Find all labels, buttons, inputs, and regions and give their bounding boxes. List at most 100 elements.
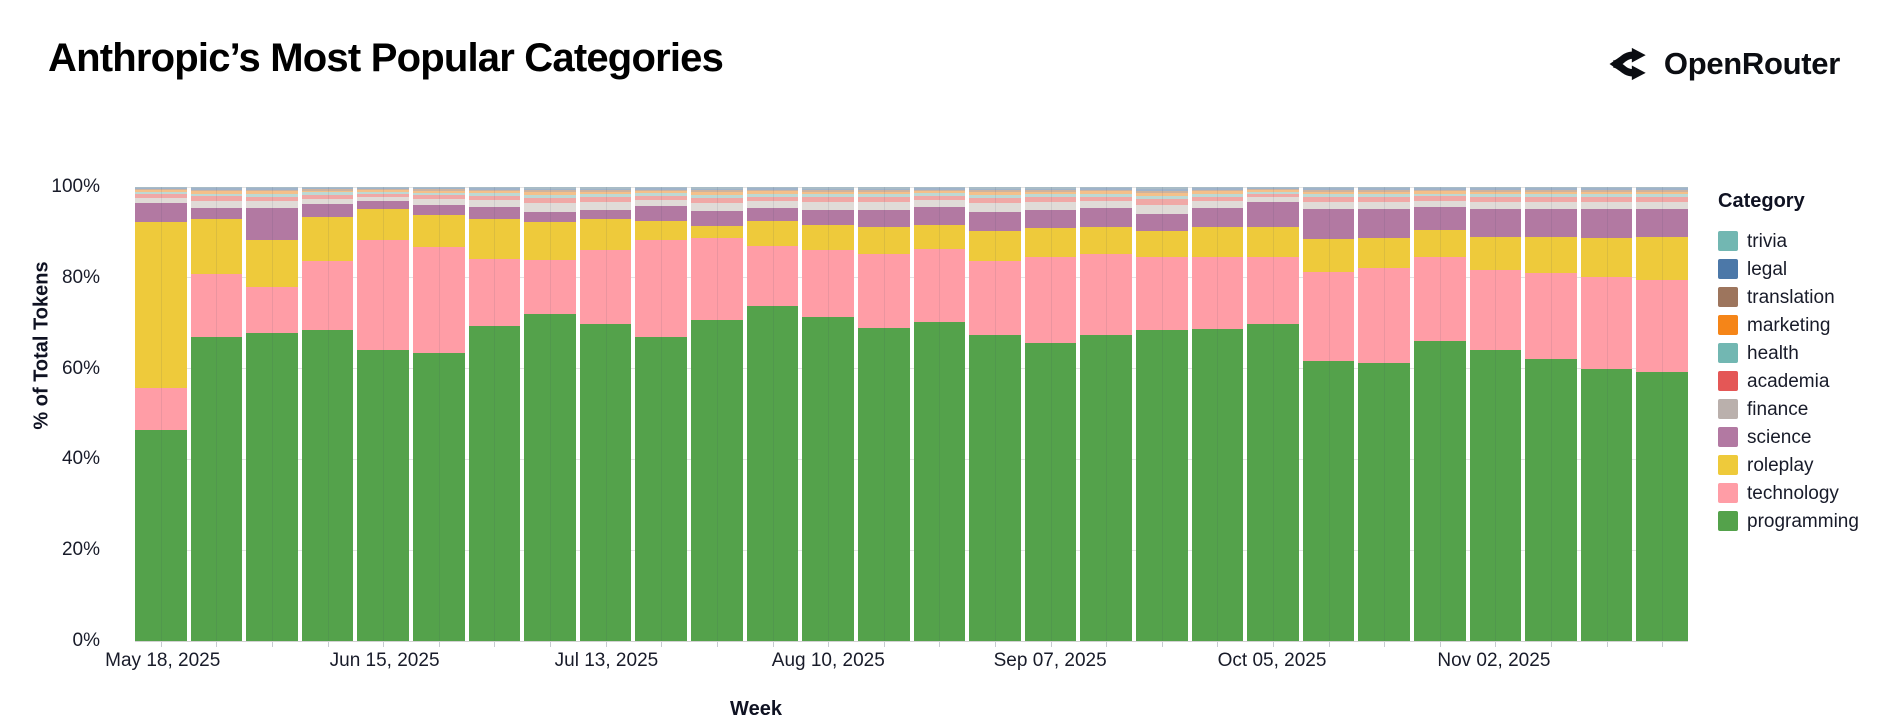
- bar-segment-legal[interactable]: [135, 188, 187, 190]
- bar-segment-translation[interactable]: [301, 189, 354, 191]
- bar-segment-roleplay[interactable]: [1135, 231, 1188, 257]
- bar-segment-academia[interactable]: [357, 193, 410, 197]
- bar-segment-science[interactable]: [1024, 210, 1077, 229]
- bar-segment-programming[interactable]: [1191, 328, 1244, 641]
- bar-segment-translation[interactable]: [524, 190, 576, 193]
- bar-segment-programming[interactable]: [190, 336, 243, 641]
- bar-segment-trivia[interactable]: [1469, 187, 1522, 189]
- bar-segment-health[interactable]: [1247, 191, 1299, 194]
- bar-segment-finance[interactable]: [1525, 201, 1577, 210]
- bar-segment-marketing[interactable]: [524, 192, 576, 195]
- bar-segment-marketing[interactable]: [913, 191, 966, 194]
- bar-segment-finance[interactable]: [746, 201, 799, 209]
- bar-segment-technology[interactable]: [1525, 273, 1577, 359]
- bar-segment-roleplay[interactable]: [357, 209, 410, 241]
- bar-segment-academia[interactable]: [691, 197, 743, 204]
- bar-segment-legal[interactable]: [1247, 187, 1299, 189]
- bar-segment-academia[interactable]: [635, 195, 688, 200]
- bar-segment-programming[interactable]: [413, 352, 465, 641]
- bar-segment-technology[interactable]: [301, 260, 354, 331]
- bar-segment-trivia[interactable]: [913, 187, 966, 189]
- bar-segment-translation[interactable]: [857, 190, 910, 192]
- bar-segment-science[interactable]: [746, 208, 799, 222]
- bar-segment-academia[interactable]: [1302, 196, 1355, 202]
- bar-segment-programming[interactable]: [1135, 330, 1188, 641]
- bar-segment-trivia[interactable]: [579, 187, 632, 189]
- bar-segment-roleplay[interactable]: [1302, 239, 1355, 273]
- bar-segment-science[interactable]: [802, 210, 854, 225]
- bar-segment-programming[interactable]: [1525, 358, 1577, 641]
- bar-segment-technology[interactable]: [1247, 257, 1299, 324]
- bar-segment-technology[interactable]: [635, 240, 688, 337]
- bar-segment-roleplay[interactable]: [413, 214, 465, 248]
- bar-segment-technology[interactable]: [1191, 256, 1244, 329]
- bar-segment-programming[interactable]: [524, 313, 576, 641]
- bar-segment-science[interactable]: [246, 208, 298, 241]
- bar-segment-trivia[interactable]: [1080, 187, 1132, 189]
- bar-segment-academia[interactable]: [1024, 197, 1077, 203]
- bar-segment-finance[interactable]: [246, 201, 298, 209]
- bar-segment-academia[interactable]: [1636, 196, 1689, 202]
- bar-segment-finance[interactable]: [1080, 201, 1132, 209]
- bar-segment-health[interactable]: [746, 193, 799, 197]
- bar-segment-programming[interactable]: [1636, 371, 1689, 641]
- bar-segment-science[interactable]: [579, 210, 632, 220]
- bar-segment-finance[interactable]: [857, 202, 910, 211]
- bar-segment-health[interactable]: [1191, 193, 1244, 197]
- bar-segment-roleplay[interactable]: [913, 224, 966, 250]
- bar-segment-legal[interactable]: [746, 188, 799, 190]
- bar-segment-technology[interactable]: [857, 254, 910, 328]
- legend-item-programming[interactable]: programming: [1718, 507, 1878, 535]
- bar-segment-science[interactable]: [1080, 208, 1132, 227]
- bar-segment-finance[interactable]: [468, 200, 521, 207]
- bar-segment-finance[interactable]: [1191, 201, 1244, 209]
- bar-segment-health[interactable]: [190, 193, 243, 197]
- bar-segment-technology[interactable]: [1024, 256, 1077, 344]
- bar-segment-trivia[interactable]: [1636, 187, 1689, 189]
- bar-segment-health[interactable]: [1024, 194, 1077, 198]
- bar-segment-marketing[interactable]: [802, 191, 854, 195]
- bar-segment-legal[interactable]: [1358, 188, 1411, 190]
- bar-segment-translation[interactable]: [1024, 190, 1077, 192]
- bar-segment-technology[interactable]: [1414, 257, 1466, 341]
- bar-segment-programming[interactable]: [301, 330, 354, 641]
- bar-segment-academia[interactable]: [913, 195, 966, 201]
- bar-segment-marketing[interactable]: [746, 191, 799, 194]
- bar-segment-roleplay[interactable]: [1080, 226, 1132, 255]
- bar-segment-health[interactable]: [857, 194, 910, 198]
- bar-segment-roleplay[interactable]: [1580, 238, 1633, 278]
- bar-segment-trivia[interactable]: [1525, 187, 1577, 189]
- bar-segment-marketing[interactable]: [635, 190, 688, 194]
- bar-segment-marketing[interactable]: [1414, 191, 1466, 194]
- bar-segment-marketing[interactable]: [190, 191, 243, 194]
- bar-segment-technology[interactable]: [746, 245, 799, 307]
- bar-segment-roleplay[interactable]: [746, 221, 799, 246]
- bar-segment-technology[interactable]: [1358, 267, 1411, 363]
- legend-item-marketing[interactable]: marketing: [1718, 311, 1878, 339]
- legend-item-trivia[interactable]: trivia: [1718, 227, 1878, 255]
- bar-segment-marketing[interactable]: [1636, 191, 1689, 195]
- bar-segment-finance[interactable]: [579, 202, 632, 211]
- legend-item-technology[interactable]: technology: [1718, 479, 1878, 507]
- bar-segment-science[interactable]: [1414, 207, 1466, 231]
- bar-segment-health[interactable]: [135, 192, 187, 195]
- bar-segment-science[interactable]: [857, 210, 910, 227]
- bar-segment-programming[interactable]: [746, 306, 799, 641]
- bar-segment-science[interactable]: [1525, 209, 1577, 237]
- bar-segment-technology[interactable]: [1302, 272, 1355, 362]
- bar-segment-science[interactable]: [913, 206, 966, 225]
- bar-segment-academia[interactable]: [1358, 196, 1411, 202]
- bar-segment-legal[interactable]: [691, 188, 743, 191]
- bar-segment-roleplay[interactable]: [468, 219, 521, 260]
- bar-segment-health[interactable]: [579, 194, 632, 198]
- bar-segment-translation[interactable]: [1636, 189, 1689, 192]
- bar-segment-marketing[interactable]: [1302, 191, 1355, 195]
- bar-segment-roleplay[interactable]: [1191, 227, 1244, 257]
- bar-segment-health[interactable]: [913, 193, 966, 196]
- bar-segment-academia[interactable]: [190, 196, 243, 201]
- bar-segment-roleplay[interactable]: [579, 219, 632, 251]
- bar-segment-translation[interactable]: [802, 190, 854, 192]
- bar-segment-roleplay[interactable]: [246, 240, 298, 288]
- bar-segment-translation[interactable]: [1414, 189, 1466, 192]
- bar-segment-marketing[interactable]: [1080, 191, 1132, 194]
